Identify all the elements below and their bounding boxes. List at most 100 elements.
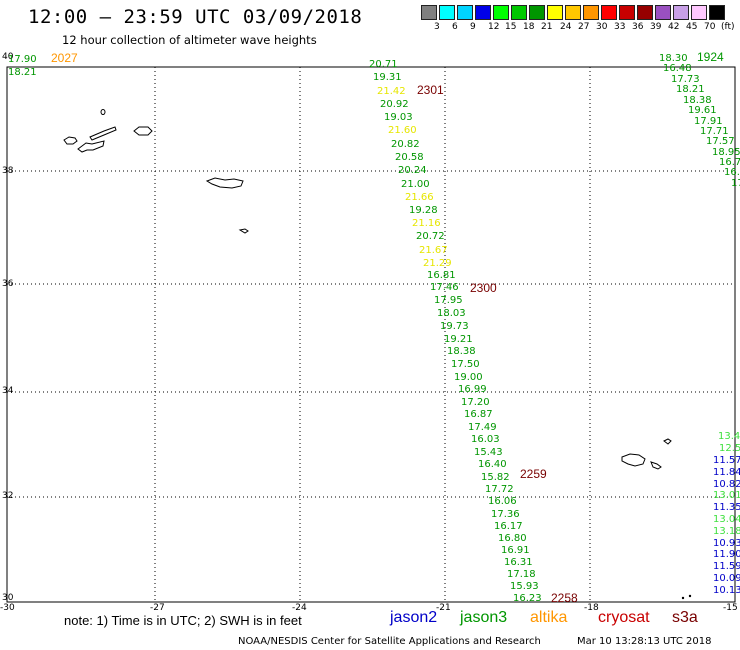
legend-color-swatch: [619, 5, 635, 20]
satellite-name-altika: altika: [530, 609, 568, 626]
swh-value-label: 19.31: [373, 72, 402, 83]
satellite-name-jason3: jason3: [460, 609, 508, 626]
swh-value-label: 13.4: [718, 431, 740, 442]
legend-tick-label: 39: [650, 22, 662, 32]
swh-value-label: 20.72: [416, 231, 445, 242]
footer-note: note: 1) Time is in UTC; 2) SWH is in fe…: [64, 613, 302, 628]
swh-value-label: 16.17: [494, 521, 523, 532]
legend-color-swatch: [565, 5, 581, 20]
swh-value-label: 17.71: [700, 126, 729, 137]
legend-tick-label: 3: [434, 22, 440, 32]
pass-time-label: 2301: [417, 83, 444, 97]
swh-value-label: 10.09: [713, 573, 740, 584]
swh-value-label: 13.18: [713, 526, 740, 537]
swh-value-label: 20.24: [398, 165, 427, 176]
swh-value-label: 18.21: [8, 67, 37, 78]
legend-color-swatch: [547, 5, 563, 20]
pass-time-label: 2027: [51, 51, 78, 65]
swh-value-label: 10.82: [713, 479, 740, 490]
legend-tick-label: 21: [541, 22, 553, 32]
swh-value-label: 15.43: [474, 447, 503, 458]
swh-value-label: 21.67: [419, 245, 448, 256]
latitude-tick-label: 32: [2, 491, 14, 501]
latitude-tick-label: 34: [2, 386, 14, 396]
latitude-tick-label: 38: [2, 166, 14, 176]
swh-value-label: 18.30: [659, 53, 688, 64]
swh-value-label: 16.91: [501, 545, 530, 556]
swh-value-label: 16.7: [719, 157, 740, 168]
pass-time-label: 1924: [697, 50, 724, 64]
swh-value-label: 17.57: [706, 136, 735, 147]
legend-color-swatch: [493, 5, 509, 20]
legend-tick-label: 6: [452, 22, 458, 32]
satellite-name-s3a: s3a: [672, 609, 698, 626]
longitude-tick-label: -27: [150, 603, 165, 613]
longitude-tick-label: -21: [436, 603, 451, 613]
legend-tick-label: 36: [632, 22, 644, 32]
swh-value-label: 16.81: [427, 270, 456, 281]
legend-color-swatch: [475, 5, 491, 20]
swh-value-label: 13.01: [713, 490, 740, 501]
satellite-name-cryosat: cryosat: [598, 609, 650, 626]
legend-color-swatch: [511, 5, 527, 20]
swh-value-label: 18.95: [712, 147, 740, 158]
islet-dot: [688, 594, 692, 598]
legend-tick-label: 45: [686, 22, 698, 32]
swh-value-label: 21.00: [401, 179, 430, 190]
swh-value-label: 17.73: [671, 74, 700, 85]
swh-value-label: 17.90: [8, 54, 37, 65]
latitude-tick-label: 36: [2, 279, 14, 289]
generated-timestamp: Mar 10 13:28:13 UTC 2018: [577, 636, 712, 647]
swh-value-label: 17.36: [491, 509, 520, 520]
swh-value-label: 16.87: [464, 409, 493, 420]
azores-coastlines: [63, 109, 672, 470]
swh-value-label: 17.18: [507, 569, 536, 580]
map-graticule: [7, 67, 735, 602]
island-outline: [100, 109, 106, 115]
swh-value-label: 11.59: [713, 561, 740, 572]
swh-value-label: 20.58: [395, 152, 424, 163]
swh-value-label: 20.82: [391, 139, 420, 150]
swh-value-label: 16.03: [471, 434, 500, 445]
swh-value-label: 17.95: [434, 295, 463, 306]
island-outline: [205, 177, 244, 189]
legend-color-swatch: [421, 5, 437, 20]
swh-value-label: 10.93: [713, 538, 740, 549]
swh-value-label: 21.60: [388, 125, 417, 136]
latitude-tick-label: 30: [2, 593, 14, 603]
swh-value-label: 11.57: [713, 455, 740, 466]
pass-time-label: 2300: [470, 281, 497, 295]
swh-value-label: 10.13: [713, 585, 740, 596]
island-outline: [77, 140, 105, 153]
map-frame: [6, 66, 736, 603]
legend-tick-label: 27: [578, 22, 590, 32]
satellite-name-jason2: jason2: [390, 609, 438, 626]
swh-value-label: 19.61: [688, 105, 717, 116]
swh-value-label: 16.23: [513, 593, 542, 604]
swh-value-label: 17.50: [451, 359, 480, 370]
legend-tick-label: (ft): [721, 22, 735, 32]
legend-color-swatch: [601, 5, 617, 20]
swh-value-label: 19.21: [444, 334, 473, 345]
legend-tick-label: 24: [560, 22, 572, 32]
swh-value-label: 21.16: [412, 218, 441, 229]
swh-value-label: 18.21: [676, 84, 705, 95]
pass-time-label: 2258: [551, 591, 578, 605]
islet-dot: [681, 596, 685, 600]
small-islets: [681, 594, 692, 600]
island-outline: [89, 126, 117, 141]
swh-value-label: 17.49: [468, 422, 497, 433]
swh-value-label: 21.42: [377, 86, 406, 97]
map-subtitle: 12 hour collection of altimeter wave hei…: [62, 33, 317, 47]
legend-color-swatch: [529, 5, 545, 20]
latitude-tick-label: 40: [2, 52, 14, 62]
swh-value-label: 13.04: [713, 514, 740, 525]
swh-value-label: 16.80: [498, 533, 527, 544]
swh-value-label: 12.5: [719, 443, 740, 454]
legend-tick-label: 70: [704, 22, 716, 32]
island-outline: [133, 126, 153, 136]
longitude-tick-label: -24: [292, 603, 307, 613]
swh-value-label: 16.99: [458, 384, 487, 395]
swh-value-label: 17: [731, 178, 740, 189]
